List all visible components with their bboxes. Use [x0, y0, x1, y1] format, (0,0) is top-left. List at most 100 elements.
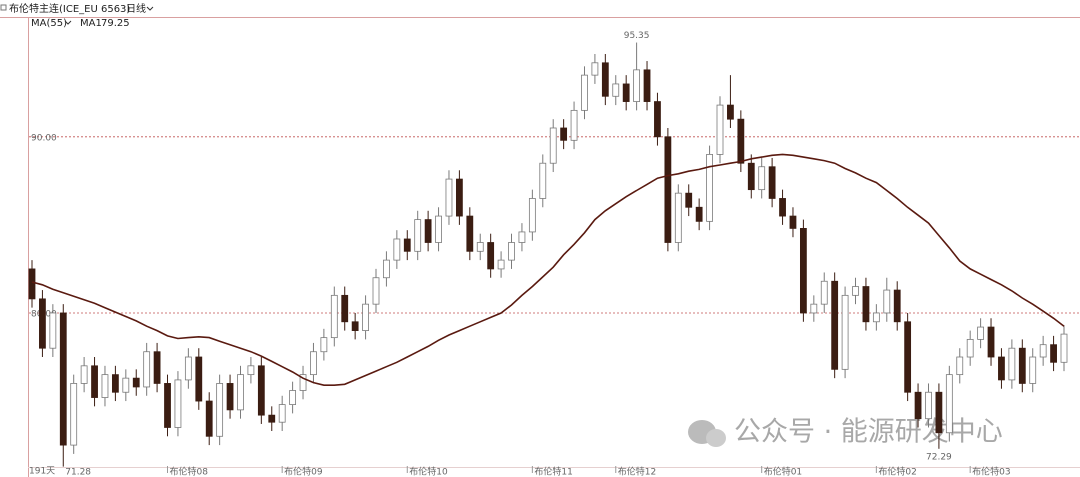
candle-body — [852, 286, 859, 296]
candle-body — [393, 238, 401, 261]
candle-body — [1029, 356, 1037, 384]
candle-body — [164, 383, 171, 428]
candle-body — [831, 280, 839, 370]
candle-body — [289, 390, 297, 405]
candle-body — [643, 69, 651, 102]
ma-value: 79.25 — [101, 18, 130, 29]
candle-body — [737, 118, 745, 164]
candle-body — [945, 374, 953, 434]
candle-body — [1060, 333, 1068, 363]
x-tick-label: 布伦特12 — [618, 466, 656, 477]
candle-body — [789, 215, 797, 229]
candle-body — [320, 337, 328, 353]
candle-body — [455, 178, 463, 217]
candle-body — [904, 321, 912, 393]
candle-body — [1018, 347, 1026, 384]
candle-body — [59, 312, 67, 446]
candle-body — [518, 231, 526, 243]
days-label: 191天 — [29, 467, 55, 477]
candle-body — [132, 377, 140, 388]
ma-line — [31, 153, 1065, 386]
candle-body — [581, 74, 588, 111]
candle-body — [414, 219, 422, 252]
candle-body — [706, 154, 713, 222]
x-tick-label: 布伦特09 — [284, 466, 323, 477]
candle-body — [872, 312, 880, 323]
candle-body — [39, 298, 46, 349]
candle-body — [925, 391, 932, 420]
candle-body — [268, 414, 276, 423]
candle-body — [591, 62, 599, 76]
candle-body — [716, 104, 724, 155]
candle-body — [310, 351, 317, 376]
candle-body — [612, 83, 620, 97]
watermark-text: 公众号 · 能源研发中心 — [734, 417, 1003, 448]
candle-body — [685, 192, 693, 208]
candle-body — [758, 166, 766, 191]
candle-body — [184, 356, 192, 381]
candle-body — [362, 303, 369, 331]
candle-body — [497, 259, 505, 270]
candle-body — [935, 391, 943, 434]
candle-body — [664, 136, 672, 243]
candle-body — [403, 238, 411, 252]
candle-body — [237, 374, 244, 411]
candle-body — [799, 228, 807, 314]
candle-body — [80, 365, 88, 384]
x-tick-label: 布伦特01 — [764, 466, 802, 477]
candle-body — [445, 178, 453, 217]
candle-body — [476, 242, 484, 252]
candle-body — [987, 326, 995, 358]
candle-body — [893, 289, 901, 323]
candle-body — [810, 303, 818, 314]
candle-body — [883, 289, 891, 314]
local-min-label: 72.29 — [926, 452, 952, 462]
candle-body — [747, 162, 755, 191]
x-tick-label: 布伦特11 — [534, 466, 572, 477]
ma-name: MA1 — [80, 18, 102, 29]
candle-body — [601, 62, 609, 97]
candle-body — [247, 365, 255, 376]
candle-body — [257, 365, 265, 416]
candle-body — [956, 356, 964, 376]
candle-body — [330, 294, 338, 339]
candle-body — [372, 277, 380, 305]
candle-body — [466, 215, 474, 252]
candle-body — [862, 286, 870, 323]
watermark: 公众号 · 能源研发中心 — [688, 417, 1003, 448]
indicator-chevron[interactable] — [64, 20, 72, 25]
candle-body — [539, 162, 547, 199]
candle-body — [111, 374, 119, 393]
period-selector[interactable]: 日线 — [126, 2, 146, 15]
chart-title: 布伦特主连(ICE_EU 6563) — [9, 2, 130, 15]
candle-body — [622, 83, 630, 102]
candle-body — [977, 326, 985, 340]
candle-body — [299, 374, 307, 391]
period-chevron[interactable] — [146, 6, 154, 11]
candle-body — [91, 365, 98, 398]
candle-body — [841, 294, 849, 370]
candle-body — [768, 166, 776, 199]
y-tick-label: 90.00 — [31, 133, 57, 143]
header-icon[interactable] — [0, 4, 7, 11]
candle-body — [153, 351, 161, 384]
candle-body — [278, 404, 286, 423]
candle-body — [383, 259, 390, 279]
max-label: 95.35 — [624, 31, 650, 41]
candle-body — [998, 356, 1005, 381]
candle-body — [195, 356, 203, 402]
candle-body — [143, 351, 151, 388]
candle-body — [1050, 344, 1057, 363]
candle-body — [820, 280, 828, 305]
x-tick-label: 布伦特10 — [409, 466, 448, 477]
candle-body — [226, 383, 234, 411]
candle-body — [487, 242, 495, 270]
candle-body — [560, 127, 568, 141]
candle-body — [351, 321, 359, 331]
candle-body — [779, 198, 786, 217]
candle-body — [549, 127, 557, 164]
x-tick-label: 布伦特02 — [878, 466, 916, 477]
indicator-name[interactable]: MA(55) — [31, 18, 67, 29]
candle-body — [966, 338, 974, 358]
